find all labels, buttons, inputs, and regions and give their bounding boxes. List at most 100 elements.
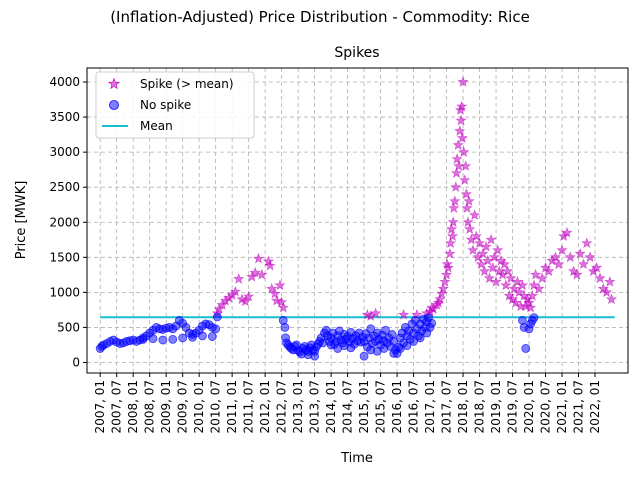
- spike-point: [488, 251, 501, 263]
- x-axis: 2007, 01 2007, 07 2008, 01 2008, 07 2009, 01…: [93, 373, 602, 433]
- plot-frame: [86, 67, 629, 374]
- spike-point: [398, 308, 410, 320]
- no-spike-point: [379, 344, 389, 353]
- no-spike-point: [310, 351, 320, 361]
- spike-point: [444, 247, 456, 259]
- no-spike-point: [168, 334, 178, 344]
- spike-point: [475, 258, 487, 270]
- no-spike-series: [95, 312, 539, 361]
- x-tick-label: 2017, 01: [423, 380, 437, 433]
- x-tick-label: 2015, 01: [357, 380, 371, 433]
- spike-point: [458, 146, 470, 157]
- x-tick-label: 2014, 07: [341, 380, 355, 433]
- x-tick-label: 2008, 07: [143, 380, 157, 433]
- spike-point: [581, 237, 593, 248]
- y-tick-label: 3500: [49, 110, 80, 124]
- y-axis-label: Price [MWK]: [14, 181, 29, 260]
- no-spike-point: [148, 334, 158, 344]
- y-tick-label: 1000: [49, 285, 80, 299]
- spike-point: [526, 290, 538, 301]
- x-tick-label: 2020, 01: [522, 380, 536, 433]
- x-tick-label: 2013, 07: [308, 380, 322, 433]
- x-tick-label: 2007, 01: [93, 380, 107, 433]
- spike-point: [469, 209, 481, 221]
- spike-point: [483, 272, 496, 284]
- spike-point: [591, 261, 603, 273]
- spike-series: [211, 76, 618, 322]
- spike-point: [536, 272, 548, 284]
- spike-point: [594, 272, 606, 284]
- spike-point: [516, 279, 529, 291]
- y-tick-label: 2500: [49, 180, 80, 194]
- x-tick-label: 2019, 07: [506, 380, 520, 433]
- spike-point: [445, 223, 458, 234]
- spike-point: [450, 167, 463, 178]
- spike-point: [463, 195, 475, 207]
- x-tick-label: 2012, 01: [258, 380, 272, 433]
- spike-point: [462, 216, 474, 227]
- no-spike-point: [198, 331, 207, 341]
- spike-point: [482, 254, 494, 266]
- spike-point: [454, 125, 466, 136]
- legend-box: [95, 71, 255, 139]
- x-tick-label: 2018, 07: [473, 380, 487, 433]
- spike-point: [549, 251, 562, 263]
- x-tick-label: 2022, 01: [588, 380, 602, 433]
- spike-point: [451, 153, 463, 164]
- spike-point: [561, 226, 573, 238]
- x-tick-label: 2017, 07: [440, 380, 454, 433]
- spike-point: [605, 293, 618, 305]
- spike-point: [243, 290, 255, 302]
- x-axis-label: Time: [340, 451, 373, 466]
- spike-point: [444, 237, 457, 248]
- spike-point: [450, 181, 462, 192]
- spike-point: [464, 223, 476, 234]
- y-tick-label: 3000: [49, 145, 80, 159]
- x-tick-label: 2011, 01: [225, 380, 239, 433]
- x-tick-label: 2013, 01: [291, 380, 305, 433]
- spike-point: [448, 202, 460, 214]
- no-spike-point: [415, 333, 425, 343]
- legend-star-marker: [107, 77, 121, 90]
- no-spike-point: [178, 333, 188, 343]
- spike-point: [477, 247, 489, 259]
- y-axis: 0 500 1000 1500 2000 2500 3000 3500 4000: [49, 75, 87, 369]
- no-spike-point: [207, 332, 217, 341]
- spike-point: [256, 268, 268, 280]
- spike-point: [277, 301, 289, 313]
- x-tick-label: 2016, 07: [407, 380, 421, 433]
- spike-point: [460, 188, 472, 200]
- spike-point: [485, 233, 497, 245]
- no-spike-point: [346, 343, 356, 353]
- spike-point: [604, 276, 616, 287]
- spike-point: [233, 273, 245, 284]
- spike-point: [498, 258, 510, 270]
- y-tick-label: 4000: [49, 75, 80, 89]
- spike-point: [437, 283, 449, 294]
- spike-point: [447, 216, 459, 227]
- data-points: [95, 76, 618, 361]
- spike-point: [533, 283, 545, 294]
- spike-point: [459, 174, 471, 185]
- no-spike-point: [402, 341, 412, 351]
- spike-point: [276, 296, 288, 307]
- spike-point: [253, 252, 265, 264]
- spike-point: [470, 230, 482, 241]
- spike-point: [571, 268, 583, 280]
- no-spike-point: [158, 335, 168, 345]
- no-spike-point: [366, 324, 376, 334]
- spike-point: [492, 244, 504, 255]
- x-tick-label: 2010, 07: [209, 380, 223, 433]
- spike-point: [574, 247, 586, 259]
- spike-point: [478, 265, 491, 277]
- spike-point: [525, 301, 537, 313]
- spike-point: [460, 160, 472, 171]
- x-tick-label: 2019, 01: [489, 380, 503, 433]
- no-spike-point: [188, 332, 197, 342]
- spike-point: [523, 297, 535, 308]
- x-tick-label: 2010, 01: [192, 380, 206, 433]
- spike-point: [456, 132, 469, 143]
- spike-point: [556, 244, 568, 255]
- x-tick-label: 2021, 07: [572, 380, 586, 433]
- y-tick-label: 1500: [49, 250, 80, 264]
